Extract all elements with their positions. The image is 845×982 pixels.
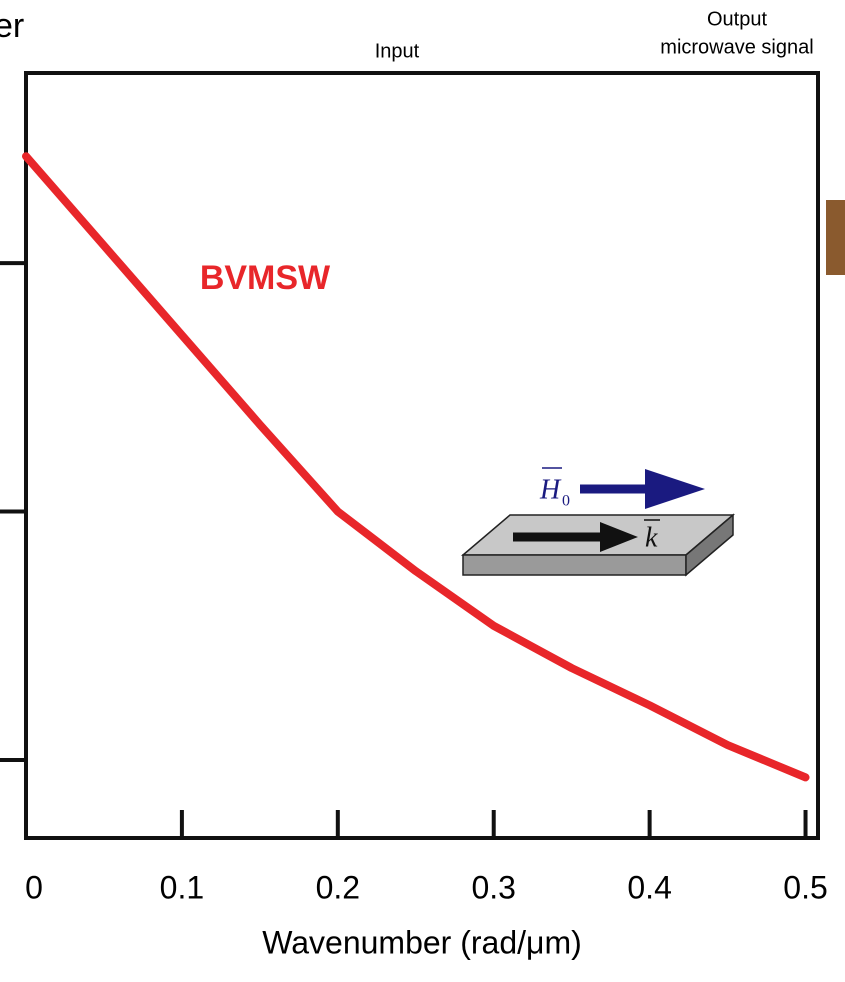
field-subscript: 0: [562, 493, 570, 510]
x-tick-label: 0.4: [627, 869, 671, 905]
output-label: microwave signal: [660, 36, 813, 58]
slab-front: [462, 554, 687, 576]
x-tick-label: 0.1: [160, 869, 204, 905]
plot-frame: [24, 71, 820, 840]
wavevector-symbol: k: [645, 522, 658, 553]
x-tick-label: 0: [25, 869, 43, 905]
curve-label: BVMSW: [200, 259, 331, 297]
data-line: [22, 152, 810, 782]
x-tick-label: 0.3: [471, 869, 515, 905]
h-arrow-head: [645, 469, 705, 509]
input-label: Input: [375, 40, 420, 62]
output-label: Output: [707, 8, 767, 30]
slab-side: [685, 513, 734, 577]
page-title-fragment: er: [0, 7, 24, 45]
inset-diagram: H 0 k: [460, 467, 736, 577]
image-fragment: [826, 200, 845, 275]
x-axis-label: Wavenumber (rad/μm): [262, 924, 582, 960]
x-tick-label: 0.5: [783, 869, 827, 905]
k-arrow-head: [600, 522, 638, 552]
x-tick-label: 0.2: [316, 869, 360, 905]
field-symbol: H: [539, 474, 562, 505]
